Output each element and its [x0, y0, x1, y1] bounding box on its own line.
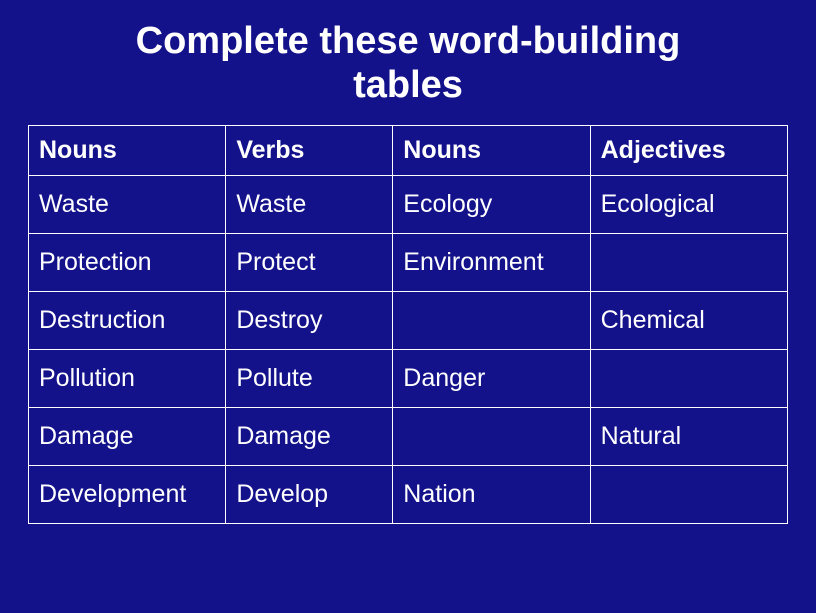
table-header-row: Nouns Verbs Nouns Adjectives: [29, 126, 788, 176]
cell: Waste: [29, 176, 226, 234]
cell: Pollute: [226, 350, 393, 408]
cell: [590, 234, 787, 292]
header-nouns-2: Nouns: [393, 126, 590, 176]
cell: Damage: [226, 408, 393, 466]
table-row: Destruction Destroy Chemical: [29, 292, 788, 350]
table-body: Waste Waste Ecology Ecological Protectio…: [29, 176, 788, 524]
cell: [590, 350, 787, 408]
cell: Waste: [226, 176, 393, 234]
table-row: Protection Protect Environment: [29, 234, 788, 292]
cell: Develop: [226, 466, 393, 524]
header-adjectives: Adjectives: [590, 126, 787, 176]
header-nouns-1: Nouns: [29, 126, 226, 176]
cell: Development: [29, 466, 226, 524]
cell: Chemical: [590, 292, 787, 350]
cell: Protection: [29, 234, 226, 292]
cell: Protect: [226, 234, 393, 292]
cell: Damage: [29, 408, 226, 466]
cell: Ecology: [393, 176, 590, 234]
cell: Destruction: [29, 292, 226, 350]
title-line-2: tables: [353, 64, 463, 106]
header-verbs: Verbs: [226, 126, 393, 176]
cell: [393, 408, 590, 466]
cell: Ecological: [590, 176, 787, 234]
slide: Complete these word-building tables Noun…: [0, 0, 816, 613]
cell: Pollution: [29, 350, 226, 408]
word-building-table: Nouns Verbs Nouns Adjectives Waste Waste…: [28, 125, 788, 524]
table-row: Waste Waste Ecology Ecological: [29, 176, 788, 234]
slide-title: Complete these word-building tables: [28, 20, 788, 107]
cell: Danger: [393, 350, 590, 408]
table-row: Development Develop Nation: [29, 466, 788, 524]
table-row: Pollution Pollute Danger: [29, 350, 788, 408]
cell: [393, 292, 590, 350]
cell: [590, 466, 787, 524]
cell: Environment: [393, 234, 590, 292]
table-row: Damage Damage Natural: [29, 408, 788, 466]
cell: Natural: [590, 408, 787, 466]
cell: Nation: [393, 466, 590, 524]
title-line-1: Complete these word-building: [136, 20, 681, 62]
cell: Destroy: [226, 292, 393, 350]
